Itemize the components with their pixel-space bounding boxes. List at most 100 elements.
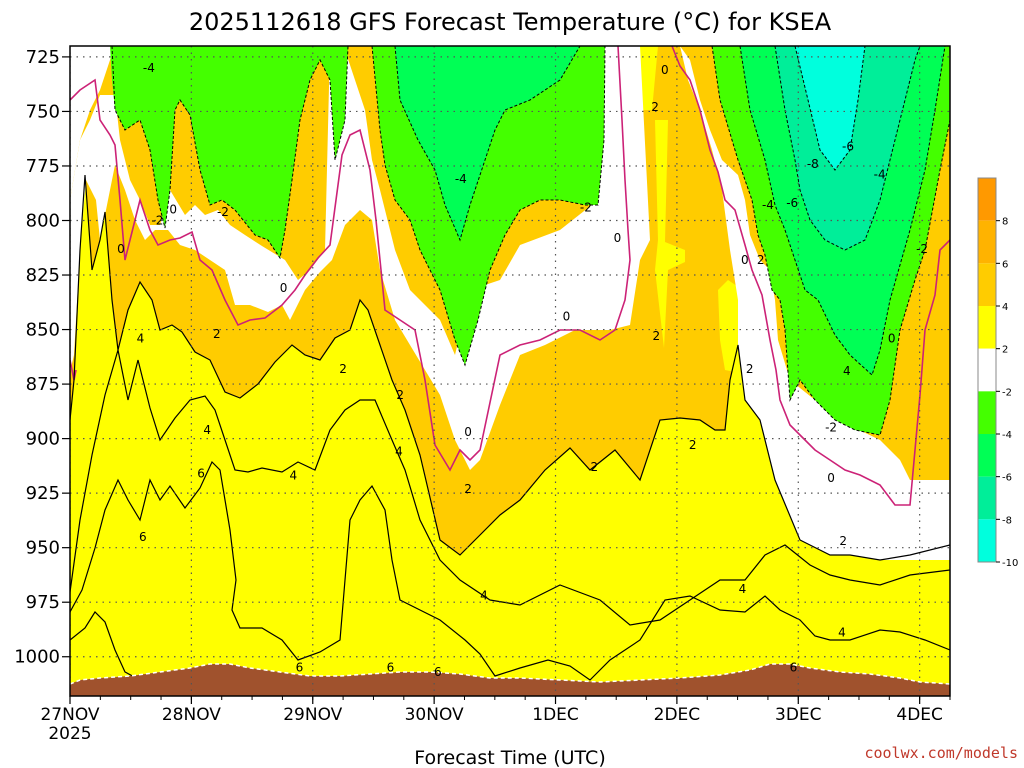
- isotherm-zero-right: [671, 46, 950, 506]
- colorbar-swatch: [978, 348, 996, 392]
- contour-label: 0: [661, 63, 669, 77]
- isotherm-zero-left: [70, 46, 631, 472]
- contour-label: 2: [464, 482, 472, 496]
- contour-label: 2: [746, 362, 754, 376]
- y-axis: 725 750 775 800 825 850 875 900 925 950 975 1000: [14, 47, 70, 668]
- colorbar-label: 8: [1002, 217, 1008, 228]
- y-tick-label: 825: [26, 265, 60, 286]
- contour-label: 6: [434, 665, 442, 679]
- contour-label: 2: [213, 327, 221, 341]
- y-tick-label: 850: [26, 320, 60, 341]
- region-0-2-left: [70, 46, 650, 470]
- contour-label: -6: [842, 139, 854, 153]
- contour-label: 4: [290, 469, 298, 483]
- contour-label: 2: [689, 438, 697, 452]
- y-tick-label: 875: [26, 374, 60, 395]
- contour-label: -4: [143, 61, 155, 75]
- contour-label: -2: [151, 213, 163, 227]
- contour-label: -2: [217, 205, 229, 219]
- region-0-2-topleft: [70, 46, 115, 200]
- contour-label: -4: [762, 198, 774, 212]
- y-tick-label: 950: [26, 538, 60, 559]
- x-tick-label: 27NOV: [40, 705, 99, 725]
- colorbar-swatch: [978, 519, 996, 562]
- contour-6C: [70, 460, 950, 681]
- contour-label: -2: [580, 200, 592, 214]
- colorbar-swatch: [978, 434, 996, 477]
- region-0-2-right: [680, 46, 950, 560]
- contour-neg2C-b: [371, 46, 606, 367]
- chart-title: 2025112618 GFS Forecast Temperature (°C)…: [189, 8, 832, 36]
- colorbar-swatch: [978, 476, 996, 520]
- contour-label: 6: [790, 661, 798, 675]
- contour-label: 4: [480, 589, 488, 603]
- contour-neg8C: [794, 46, 866, 171]
- contour-label: 6: [296, 661, 304, 675]
- region-2-4: [70, 175, 950, 696]
- y-tick-label: 925: [26, 483, 60, 504]
- contour-label: 0: [280, 281, 288, 295]
- colorbar-label: -2: [1002, 387, 1012, 398]
- x-tick-label: 3DEC: [775, 705, 822, 725]
- contour-label: 0: [827, 471, 835, 485]
- contour-label: 2: [339, 362, 347, 376]
- contour-label: 4: [739, 582, 747, 596]
- contour-4C: [70, 349, 950, 626]
- contour-neg4C-a: [394, 46, 581, 242]
- terrain-edge: [70, 663, 950, 685]
- colorbar-label: 6: [1002, 259, 1008, 270]
- contour-label: 0: [117, 242, 125, 256]
- terrain: [70, 664, 950, 696]
- contour-label: -4: [874, 168, 886, 182]
- x-tick-label: 29NOV: [283, 705, 342, 725]
- contour-neg6C: [774, 46, 921, 251]
- region-2-4-finger-c: [655, 120, 685, 348]
- x-tick-label: 2DEC: [654, 705, 701, 725]
- credit-link[interactable]: coolwx.com/models: [864, 744, 1018, 762]
- colorbar-swatch: [978, 391, 996, 434]
- contour-label: 4: [137, 331, 145, 345]
- contour-label: 4: [838, 626, 846, 640]
- contour-label: 4: [843, 364, 851, 378]
- contour-label: 2: [757, 253, 765, 267]
- contour-label: 0: [741, 253, 749, 267]
- colorbar-label: 4: [1002, 302, 1008, 313]
- colorbar-label: -8: [1002, 515, 1012, 526]
- colorbar-frame: [977, 177, 997, 563]
- x-tick-label: 1DEC: [532, 705, 579, 725]
- contour-label: 0: [614, 231, 622, 245]
- contour-label: 2: [396, 388, 404, 402]
- contour-label: -4: [455, 172, 467, 186]
- colorbar-swatch: [978, 263, 996, 306]
- region-2-4-finger-d: [718, 280, 742, 372]
- x-tick-sublabel: 2025: [48, 724, 91, 744]
- x-tick-label: 30NOV: [405, 705, 464, 725]
- contour-label: 0: [169, 203, 177, 217]
- contour-label: 6: [387, 661, 395, 675]
- y-tick-label: 800: [26, 210, 60, 231]
- x-tick-label: 4DEC: [896, 705, 943, 725]
- y-tick-label: 775: [26, 156, 60, 177]
- x-axis-label: Forecast Time (UTC): [414, 747, 605, 768]
- grid: [70, 46, 950, 696]
- contour-label: 2: [591, 460, 599, 474]
- y-tick-label: 725: [26, 47, 60, 68]
- contour-label: 0: [563, 309, 571, 323]
- colorbar-label: -6: [1002, 473, 1012, 484]
- colorbar-label: -4: [1002, 430, 1012, 441]
- contour-label: 4: [395, 445, 403, 459]
- y-tick-label: 750: [26, 101, 60, 122]
- plot-frame: [69, 45, 951, 697]
- contour-2C: [70, 174, 950, 561]
- contour-label: -2: [916, 242, 928, 256]
- y-tick-label: 900: [26, 429, 60, 450]
- contour-label: 2: [839, 534, 847, 548]
- colorbar: 8 6 4 2 -2 -4 -6 -8 -10: [977, 177, 1018, 569]
- region-neg8-neg10: [795, 46, 865, 170]
- colorbar-label: -10: [1002, 558, 1018, 569]
- y-tick-label: 975: [26, 592, 60, 613]
- colorbar-swatch: [978, 220, 996, 264]
- contour-label: -8: [807, 157, 819, 171]
